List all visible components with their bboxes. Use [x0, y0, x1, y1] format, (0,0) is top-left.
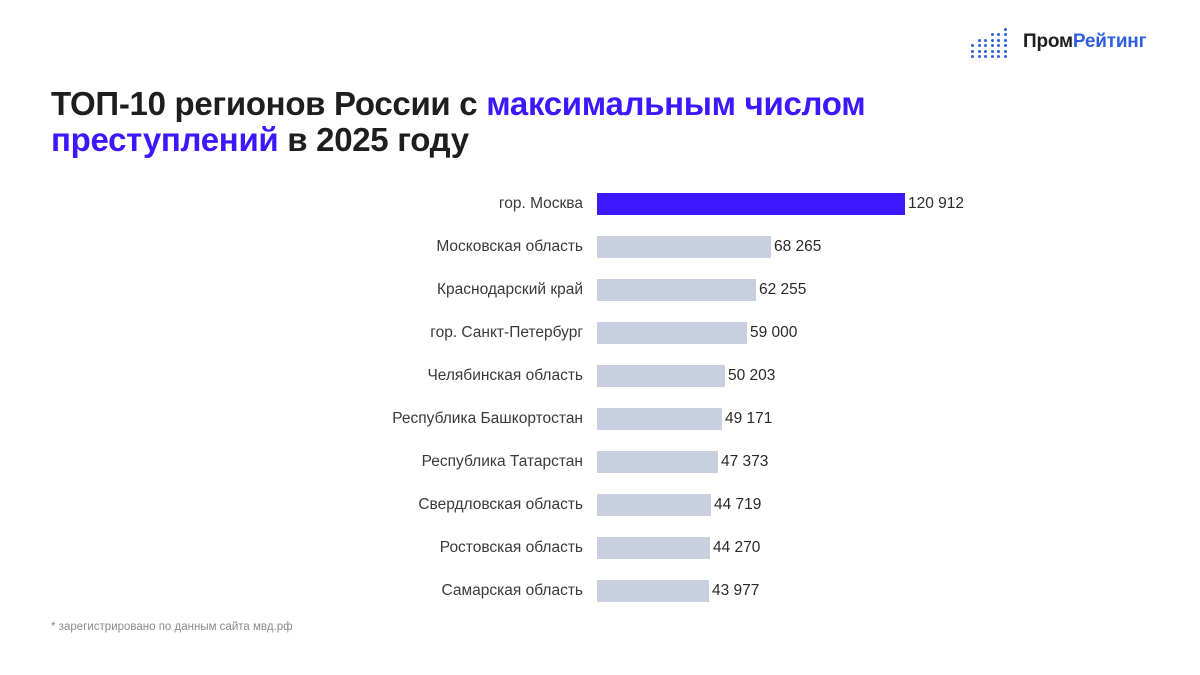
value-label: 44 270: [713, 539, 761, 556]
chart-row: Свердловская область 44 719: [0, 494, 1200, 516]
chart-row: Республика Башкортостан 49 171: [0, 408, 1200, 430]
value-label: 50 203: [728, 367, 776, 384]
value-label: 47 373: [721, 453, 769, 470]
chart-row: гор. Санкт-Петербург 59 000: [0, 322, 1200, 344]
bar-dots-icon: [971, 25, 1011, 59]
chart-row: Ростовская область 44 270: [0, 537, 1200, 559]
bar: [597, 494, 711, 516]
value-label: 43 977: [712, 582, 760, 599]
brand-logo: ПромРейтинг: [971, 25, 1146, 59]
category-label: гор. Москва: [498, 195, 583, 212]
bar: [597, 451, 718, 473]
value-label: 62 255: [759, 281, 807, 298]
value-label: 49 171: [725, 410, 773, 427]
chart-row: Краснодарский край 62 255: [0, 279, 1200, 301]
category-label: Челябинская область: [427, 367, 583, 384]
bar: [597, 580, 709, 602]
chart-row: Челябинская область 50 203: [0, 365, 1200, 387]
value-label: 120 912: [908, 195, 965, 212]
bar: [597, 322, 747, 344]
category-label: Республика Башкортостан: [392, 410, 583, 427]
bar: [597, 193, 905, 215]
category-label: Краснодарский край: [437, 281, 583, 298]
page-title: ТОП-10 регионов России с максимальным чи…: [51, 85, 866, 158]
bar: [597, 279, 756, 301]
value-label: 68 265: [774, 238, 822, 255]
chart-row: Московская область 68 265: [0, 236, 1200, 258]
value-label: 44 719: [714, 496, 762, 513]
category-label: Самарская область: [441, 582, 583, 599]
category-label: Свердловская область: [418, 496, 583, 513]
chart-row: Самарская область 43 977: [0, 580, 1200, 602]
bar: [597, 236, 771, 258]
chart-row: гор. Москва 120 912: [0, 193, 1200, 215]
brand-name: ПромРейтинг: [1023, 31, 1147, 52]
category-label: Московская область: [436, 238, 583, 255]
category-label: Ростовская область: [439, 539, 583, 556]
category-label: Республика Татарстан: [421, 453, 583, 470]
bar: [597, 537, 710, 559]
chart-row: Республика Татарстан 47 373: [0, 451, 1200, 473]
bar: [597, 365, 725, 387]
footnote: * зарегистрировано по данным сайта мвд.р…: [51, 621, 293, 633]
category-label: гор. Санкт-Петербург: [430, 324, 583, 341]
value-label: 59 000: [750, 324, 798, 341]
bar: [597, 408, 722, 430]
